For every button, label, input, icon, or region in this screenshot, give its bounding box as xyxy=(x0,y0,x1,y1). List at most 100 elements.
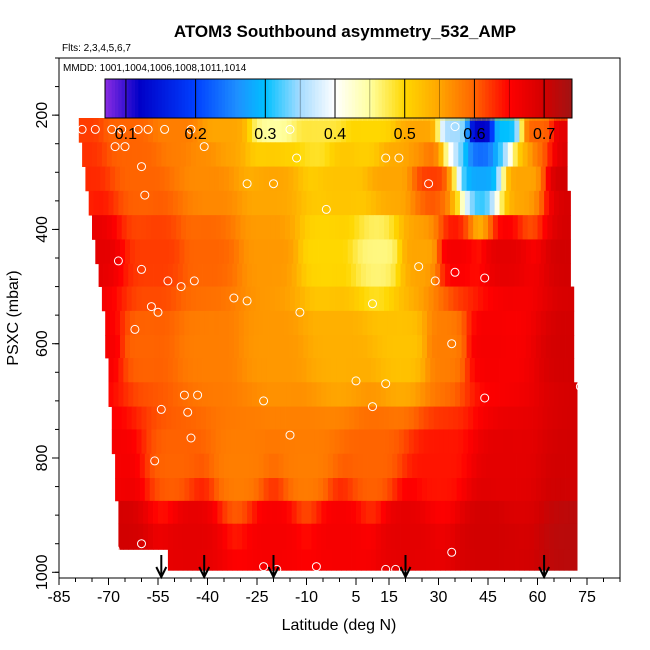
heatmap-cell xyxy=(332,166,339,192)
heatmap-cell xyxy=(550,239,557,265)
heatmap-cell xyxy=(450,523,456,550)
heatmap-cell xyxy=(131,215,137,240)
heatmap-cell xyxy=(516,166,522,192)
heatmap-cell xyxy=(146,406,152,430)
heatmap-cell xyxy=(288,335,294,359)
heatmap-cell xyxy=(293,335,299,359)
heatmap-cell xyxy=(554,523,560,550)
heatmap-cell xyxy=(519,358,525,383)
heatmap-cell xyxy=(144,335,151,359)
colorbar-segment xyxy=(415,79,420,118)
heatmap-cell xyxy=(148,523,154,550)
heatmap-cell xyxy=(332,239,339,265)
heatmap-cell xyxy=(149,453,156,479)
heatmap-cell xyxy=(357,239,363,265)
heatmap-cell xyxy=(184,453,190,479)
heatmap-cell xyxy=(450,358,456,383)
heatmap-cell xyxy=(494,523,500,550)
heatmap-cell xyxy=(509,523,515,550)
heatmap-cell xyxy=(304,142,311,167)
heatmap-cell xyxy=(237,523,243,550)
heatmap-cell xyxy=(222,549,228,571)
heatmap-cell xyxy=(474,549,481,571)
heatmap-cell xyxy=(390,118,396,143)
heatmap-cell xyxy=(464,190,471,216)
heatmap-cell xyxy=(159,453,165,479)
heatmap-cell xyxy=(103,263,109,287)
colorbar-segment xyxy=(365,79,370,118)
heatmap-cell xyxy=(489,358,495,383)
heatmap-cell xyxy=(514,190,520,216)
heatmap-cell xyxy=(365,358,372,383)
heatmap-cell xyxy=(568,190,571,216)
sample-point xyxy=(285,124,295,134)
heatmap-cell xyxy=(529,382,535,407)
heatmap-cell xyxy=(283,166,289,192)
heatmap-cell xyxy=(565,310,571,336)
heatmap-cell xyxy=(387,310,393,336)
heatmap-cell xyxy=(494,263,500,287)
heatmap-cell xyxy=(266,190,273,216)
heatmap-cell xyxy=(121,142,128,167)
heatmap-cell xyxy=(233,478,240,502)
heatmap-cell xyxy=(351,118,357,143)
heatmap-cell xyxy=(365,263,372,287)
heatmap-cell xyxy=(179,239,185,265)
colorbar-segment xyxy=(198,79,203,118)
sample-point xyxy=(381,153,391,163)
heatmap-cell xyxy=(466,310,472,336)
heatmap-cell xyxy=(448,429,454,455)
colorbar-segment xyxy=(281,79,286,118)
heatmap-cell xyxy=(425,263,431,287)
heatmap-cell xyxy=(514,500,520,525)
heatmap-cell xyxy=(126,429,132,455)
heatmap-cell xyxy=(525,166,532,192)
heatmap-cell xyxy=(514,358,520,383)
heatmap-cell xyxy=(415,190,421,216)
heatmap-cell xyxy=(469,523,476,550)
heatmap-cell xyxy=(560,453,566,479)
heatmap-cell xyxy=(375,523,382,550)
heatmap-cell xyxy=(374,286,380,312)
heatmap-cell xyxy=(324,142,330,167)
heatmap-cell xyxy=(550,335,557,359)
heatmap-cell xyxy=(219,478,225,502)
heatmap-cell xyxy=(390,263,396,287)
heatmap-cell xyxy=(484,358,491,383)
colorbar-segment xyxy=(548,79,553,118)
heatmap-cell xyxy=(311,118,317,143)
heatmap-cell xyxy=(544,523,550,550)
heatmap-cell xyxy=(509,190,515,216)
heatmap-cell xyxy=(451,478,458,502)
heatmap-cell xyxy=(266,263,273,287)
heatmap-cell xyxy=(370,190,377,216)
heatmap-cell xyxy=(455,358,461,383)
heatmap-cell xyxy=(362,335,368,359)
heatmap-cell xyxy=(530,453,537,479)
heatmap-cell xyxy=(400,549,406,571)
colorbar-segment xyxy=(425,79,430,118)
heatmap-cell xyxy=(149,310,156,336)
heatmap-cell xyxy=(555,166,561,192)
heatmap-cell xyxy=(563,549,570,571)
heatmap-cell xyxy=(516,453,522,479)
heatmap-cell xyxy=(258,239,264,265)
heatmap-cell xyxy=(260,286,266,312)
heatmap-cell xyxy=(534,523,540,550)
heatmap-cell xyxy=(283,453,289,479)
heatmap-cell xyxy=(191,429,197,455)
colorbar-segment xyxy=(245,79,249,118)
heatmap-cell xyxy=(265,429,271,455)
heatmap-cell xyxy=(476,239,482,265)
heatmap-cell xyxy=(356,118,362,143)
heatmap-cell xyxy=(146,286,152,312)
heatmap-cell xyxy=(134,335,141,359)
heatmap-cell xyxy=(428,142,434,167)
heatmap-cell xyxy=(473,215,479,240)
heatmap-cell xyxy=(453,429,459,455)
heatmap-cell xyxy=(431,478,438,502)
colorbar-segment xyxy=(165,79,169,118)
heatmap-cell xyxy=(337,310,344,336)
heatmap-cell xyxy=(283,335,289,359)
heatmap-cell xyxy=(525,453,532,479)
